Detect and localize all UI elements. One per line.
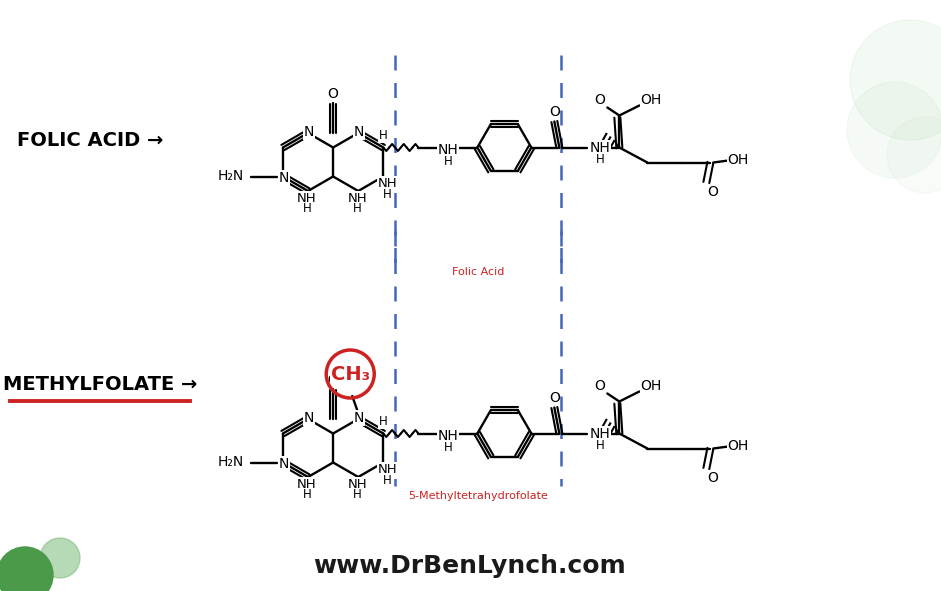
Text: H: H [383, 474, 391, 487]
Text: H: H [379, 129, 388, 142]
Text: OH: OH [727, 440, 749, 453]
Text: NH: NH [377, 463, 397, 476]
Text: NH: NH [297, 478, 317, 491]
Text: NH: NH [347, 191, 367, 204]
Text: NH: NH [347, 478, 367, 491]
Text: H: H [596, 153, 605, 166]
Text: NH: NH [377, 177, 397, 190]
Text: NH: NH [590, 141, 611, 154]
Text: H: H [303, 203, 311, 216]
Circle shape [850, 20, 941, 140]
Circle shape [887, 117, 941, 193]
Text: O: O [707, 186, 718, 200]
Text: OH: OH [727, 154, 749, 167]
Circle shape [40, 538, 80, 578]
Text: N: N [304, 411, 314, 425]
Text: O: O [327, 373, 339, 387]
Text: H: H [379, 415, 388, 428]
Text: NH: NH [438, 430, 458, 443]
Text: O: O [327, 87, 339, 101]
Text: H: H [596, 439, 605, 452]
Text: N: N [354, 125, 364, 139]
Text: H: H [383, 188, 391, 201]
Text: H: H [444, 155, 453, 168]
Text: NH: NH [297, 191, 317, 204]
Text: N: N [354, 411, 364, 425]
Text: O: O [707, 472, 718, 485]
Text: H: H [353, 203, 361, 216]
Text: CH₃: CH₃ [330, 365, 370, 384]
Text: N: N [279, 456, 289, 470]
Text: NH: NH [590, 427, 611, 440]
Text: N: N [279, 170, 289, 184]
Text: O: O [549, 391, 560, 404]
Text: N: N [304, 125, 314, 139]
Text: FOLIC ACID →: FOLIC ACID → [17, 131, 163, 150]
Text: 5-Methyltetrahydrofolate: 5-Methyltetrahydrofolate [408, 491, 549, 501]
Text: H: H [444, 441, 453, 454]
Text: H: H [303, 489, 311, 502]
Text: www.DrBenLynch.com: www.DrBenLynch.com [313, 554, 627, 578]
Text: NH: NH [438, 144, 458, 157]
Text: OH: OH [641, 93, 662, 106]
Text: H₂N: H₂N [217, 456, 244, 469]
Text: H: H [353, 489, 361, 502]
Text: O: O [594, 93, 605, 106]
Circle shape [0, 547, 53, 591]
Text: METHYLFOLATE →: METHYLFOLATE → [3, 375, 198, 395]
Text: O: O [549, 105, 560, 119]
Circle shape [847, 82, 941, 178]
Text: OH: OH [641, 378, 662, 392]
Text: O: O [594, 378, 605, 392]
Text: Folic Acid: Folic Acid [453, 267, 504, 277]
Text: H₂N: H₂N [217, 170, 244, 183]
